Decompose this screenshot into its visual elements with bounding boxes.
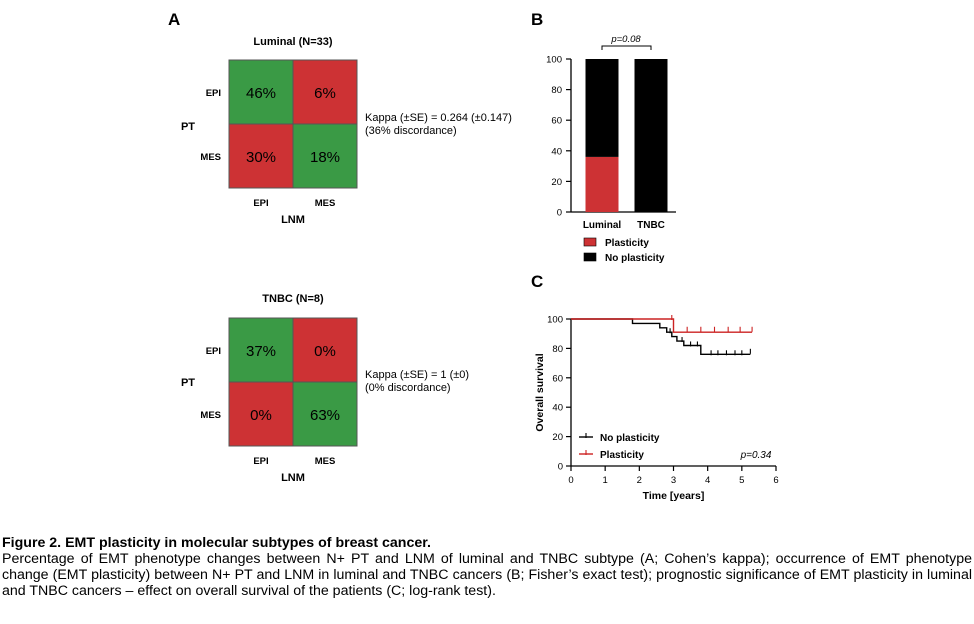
- heatmap-luminal-cell-epi-epi: [228, 59, 294, 125]
- figure-panels: A Luminal (N=33) 46% 6% 30% 18% EPI MES …: [168, 10, 779, 503]
- bar-y-tick-label: 60: [551, 116, 562, 127]
- bar-p-value: p=0.08: [610, 34, 641, 45]
- bar-y-tick-label: 80: [551, 85, 562, 96]
- heatmap-tnbc-cell-mes-mes: [292, 381, 358, 447]
- km-y-tick-label: 80: [552, 344, 563, 355]
- km-legend-label: No plasticity: [600, 433, 660, 444]
- heatmap-luminal-cell-epi-mes: [292, 59, 358, 125]
- km-x-tick-label: 2: [637, 475, 642, 486]
- heatmap-luminal-value: 18%: [310, 149, 340, 166]
- km-y-tick-label: 20: [552, 432, 563, 443]
- caption-body: Percentage of EMT phenotype changes betw…: [2, 551, 972, 599]
- discordance-luminal: (36% discordance): [365, 125, 457, 137]
- col-axis-label: LNM: [281, 214, 305, 226]
- bar-segment-no-plasticity: [585, 59, 619, 157]
- km-legend-label: Plasticity: [600, 450, 644, 461]
- figure-caption: Figure 2. EMT plasticity in molecular su…: [2, 535, 972, 599]
- col-label-epi: EPI: [253, 456, 268, 467]
- row-label-mes: MES: [200, 152, 221, 163]
- col-axis-label: LNM: [281, 472, 305, 484]
- bar-legend-swatch: [583, 237, 597, 247]
- col-label-mes: MES: [315, 198, 336, 209]
- panel-b-label: B: [531, 10, 543, 29]
- stacked-bar-chart: p=0.08 0 20 40 60 80 100 Luminal TNBC Plastici…: [546, 34, 676, 264]
- heatmap-tnbc: TNBC (N=8) 37% 0% 0% 63% EPI MES PT EPI …: [181, 293, 469, 484]
- heatmap-tnbc-cell-epi-mes: [292, 317, 358, 383]
- kappa-luminal: Kappa (±SE) = 0.264 (±0.147): [365, 112, 512, 124]
- bar-y-tick-label: 20: [551, 177, 562, 188]
- heatmap-luminal-cell-mes-mes: [292, 123, 358, 189]
- km-y-tick-label: 0: [558, 462, 563, 473]
- bar-y-tick-label: 100: [546, 55, 562, 66]
- bar-y-tick-label: 40: [551, 146, 562, 157]
- row-axis-label: PT: [181, 121, 195, 133]
- km-x-tick-label: 0: [568, 475, 573, 486]
- heatmap-luminal-value: 30%: [246, 149, 276, 166]
- heatmap-luminal-value: 6%: [314, 85, 336, 102]
- row-label-epi: EPI: [206, 346, 221, 357]
- row-label-epi: EPI: [206, 88, 221, 99]
- km-p-value: p=0.34: [740, 450, 772, 461]
- bar-y-tick-label: 0: [557, 208, 562, 219]
- km-curve-no-plasticity: [571, 318, 751, 355]
- row-axis-label: PT: [181, 377, 195, 389]
- bar-category-label: Luminal: [583, 220, 622, 231]
- col-label-epi: EPI: [253, 198, 268, 209]
- bar-legend-label: No plasticity: [605, 253, 665, 264]
- heatmap-tnbc-value: 63%: [310, 407, 340, 424]
- heatmap-luminal-title: Luminal (N=33): [253, 36, 332, 48]
- bar-legend-swatch: [583, 252, 597, 262]
- km-x-tick-label: 1: [603, 475, 608, 486]
- survival-chart: 0 20 40 60 80 100 0 1 2 3 4 5 6 Time [years] Overall s…: [534, 315, 779, 503]
- row-label-mes: MES: [200, 410, 221, 421]
- col-label-mes: MES: [315, 456, 336, 467]
- heatmap-luminal-value: 46%: [246, 85, 276, 102]
- km-x-axis-title: Time [years]: [643, 490, 705, 502]
- heatmap-tnbc-title: TNBC (N=8): [262, 293, 324, 305]
- bar-category-label: TNBC: [637, 220, 665, 231]
- km-x-tick-label: 5: [739, 475, 744, 486]
- bar-legend-label: Plasticity: [605, 238, 649, 249]
- panel-a-label: A: [168, 10, 180, 29]
- km-y-tick-label: 40: [552, 403, 563, 414]
- km-y-axis-title: Overall survival: [534, 353, 546, 431]
- heatmap-tnbc-value: 0%: [314, 343, 336, 360]
- bar-segment-plasticity: [585, 156, 619, 212]
- heatmap-luminal: Luminal (N=33) 46% 6% 30% 18% EPI MES PT…: [181, 36, 512, 226]
- caption-title: Figure 2. EMT plasticity in molecular su…: [2, 535, 431, 551]
- km-x-tick-label: 6: [773, 475, 778, 486]
- bar-segment-no-plasticity: [634, 59, 668, 212]
- discordance-tnbc: (0% discordance): [365, 382, 451, 394]
- heatmap-tnbc-cell-mes-epi: [228, 381, 294, 447]
- heatmap-luminal-cell-mes-epi: [228, 123, 294, 189]
- km-y-tick-label: 100: [547, 315, 563, 326]
- km-x-tick-label: 4: [705, 475, 710, 486]
- km-y-tick-label: 60: [552, 373, 563, 384]
- kappa-tnbc: Kappa (±SE) = 1 (±0): [365, 369, 469, 381]
- significance-bracket: [601, 45, 652, 50]
- panel-c-label: C: [531, 272, 543, 291]
- heatmap-tnbc-value: 0%: [250, 407, 272, 424]
- heatmap-tnbc-value: 37%: [246, 343, 276, 360]
- km-x-tick-label: 3: [671, 475, 676, 486]
- km-curve-plasticity: [571, 318, 753, 333]
